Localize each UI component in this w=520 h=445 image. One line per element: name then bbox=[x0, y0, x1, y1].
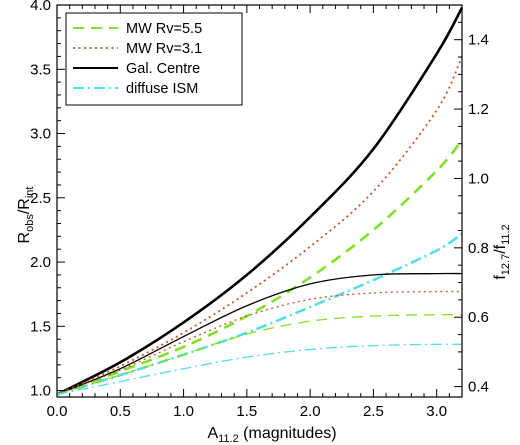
x-tick-label: 2.5 bbox=[363, 403, 384, 420]
legend-entry-label: MW Rv=5.5 bbox=[126, 21, 202, 37]
y-left-tick-label: 1.5 bbox=[30, 318, 51, 335]
legend: MW Rv=5.5 MW Rv=3.1 Gal. Centre diffuse ISM bbox=[65, 12, 243, 106]
x-tick-label: 2.0 bbox=[300, 403, 321, 420]
y-right-tick-label: 1.0 bbox=[468, 170, 489, 187]
series-line-ratio-dashed bbox=[56, 139, 464, 396]
series-line-ratio-dotted bbox=[56, 56, 463, 396]
y-right-tick-label: 0.4 bbox=[468, 379, 489, 396]
y-left-tick-label: 2.0 bbox=[30, 254, 51, 271]
y-left-tick-label: 2.5 bbox=[30, 190, 51, 207]
x-tick-label: 1.5 bbox=[236, 403, 257, 420]
y-left-tick-label: 4.0 bbox=[30, 0, 51, 14]
y-left-tick-label: 3.5 bbox=[30, 61, 51, 78]
series-line-flux-solid bbox=[56, 272, 463, 396]
legend-entry-label: diffuse ISM bbox=[126, 81, 198, 97]
y-left-tick-label: 1.0 bbox=[30, 383, 51, 400]
series-layer bbox=[56, 6, 464, 396]
x-tick-label: 0.0 bbox=[47, 403, 68, 420]
y-right-tick-label: 1.4 bbox=[468, 32, 489, 49]
x-tick-label: 1.0 bbox=[173, 403, 194, 420]
series-line-ratio-solid bbox=[56, 6, 464, 396]
y-axis-right-label: f12.7/f11.2 bbox=[492, 224, 512, 279]
series-line-flux-dotted bbox=[56, 290, 463, 396]
series-line-flux-dashdot bbox=[56, 343, 463, 396]
y-left-tick-label: 3.0 bbox=[30, 126, 51, 143]
x-axis-label: A11.2 (magnitudes) bbox=[207, 425, 336, 445]
y-axis-left-label: Robs/Rint bbox=[16, 187, 36, 244]
series-line-ratio-dashdot bbox=[56, 232, 463, 396]
series-line-flux-dashed bbox=[56, 313, 463, 396]
axes-layer: 0.0 0.5 1.0 1.5 2.0 2.5 3.0 1.0 1.5 2.0 2.5 3.0 3.5 4… bbox=[30, 0, 489, 420]
y-right-tick-label: 0.8 bbox=[468, 240, 489, 257]
y-right-tick-label: 0.6 bbox=[468, 309, 489, 326]
legend-entry-label: Gal. Centre bbox=[126, 61, 200, 77]
y-right-tick-label: 1.2 bbox=[468, 101, 489, 118]
x-tick-label: 3.0 bbox=[426, 403, 447, 420]
legend-entry-label: MW Rv=3.1 bbox=[126, 41, 202, 57]
x-tick-label: 0.5 bbox=[110, 403, 131, 420]
